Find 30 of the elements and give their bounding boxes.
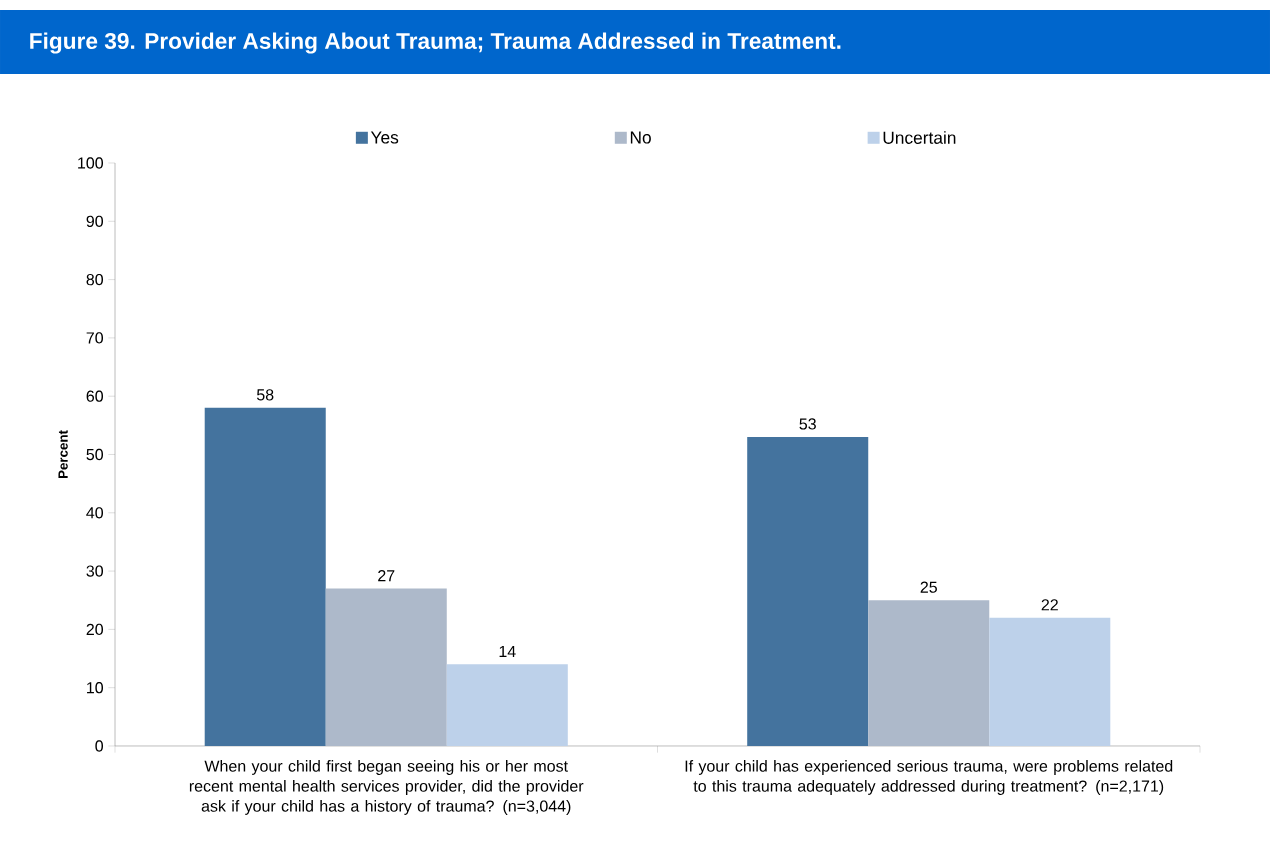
y-tick-label: 30 <box>86 565 104 577</box>
bar <box>325 588 447 746</box>
y-tick-label: 80 <box>86 273 104 286</box>
legend-label: Yes <box>370 131 399 144</box>
data-label: 14 <box>499 645 516 657</box>
bar <box>868 600 990 746</box>
bar <box>747 437 869 746</box>
x-tick-label: If your child has experienced serious trauma, were problems related to this trauma adequately addressed during treatment? (n=2,171) <box>685 760 1173 795</box>
y-tick-label: 60 <box>86 390 104 402</box>
x-tick-label: When your child first began seeing his or her most recent mental health services provider, did the provider ask if your child has a history of trauma? (n=3,044) <box>189 760 584 815</box>
data-label: 53 <box>799 418 816 430</box>
bar <box>204 407 326 746</box>
data-label: 58 <box>256 389 274 401</box>
y-tick-label: 10 <box>87 682 104 694</box>
y-tick-label: 40 <box>86 507 104 519</box>
legend-label: No <box>630 131 651 144</box>
y-tick-label: 70 <box>86 332 104 344</box>
y-tick-label: 90 <box>86 215 104 227</box>
bar <box>989 617 1111 746</box>
legend-label: Uncertain <box>883 131 956 144</box>
y-axis-title: Percent <box>58 430 68 479</box>
chart-title: Figure 39. Provider Asking About Trauma; Trauma Addressed in Treatment. <box>30 32 841 54</box>
y-tick-label: 50 <box>86 448 104 461</box>
y-tick-label: 100 <box>78 157 104 169</box>
data-label: 27 <box>378 570 395 582</box>
y-tick-label: 20 <box>86 623 104 636</box>
data-label: 25 <box>920 581 937 593</box>
bar <box>446 664 568 746</box>
y-tick-label: 0 <box>95 740 104 752</box>
data-label: 22 <box>1041 599 1058 611</box>
